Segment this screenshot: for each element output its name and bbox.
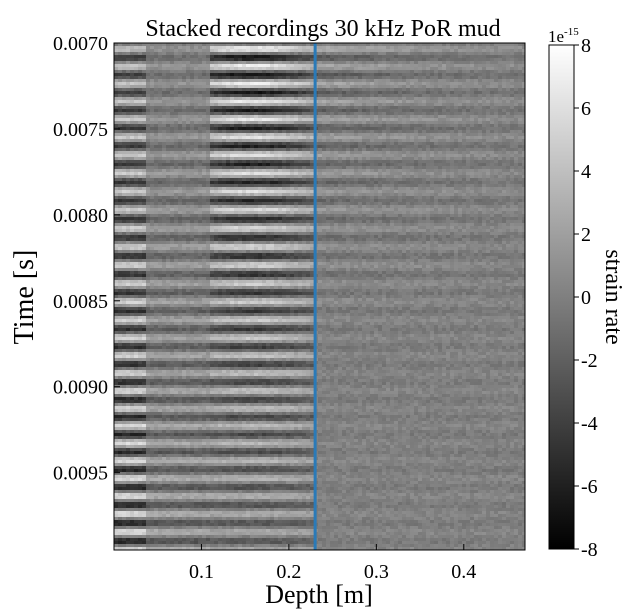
x-tick-label: 0.3 — [364, 561, 389, 583]
colorbar-tick-label: -4 — [581, 413, 598, 435]
y-tick-label: 0.0095 — [53, 463, 108, 485]
plot-area — [113, 42, 526, 551]
colorbar-multiplier-exponent: -15 — [564, 26, 579, 38]
y-tick-label: 0.0070 — [53, 33, 108, 55]
colorbar-tick-label: -2 — [581, 350, 598, 372]
colorbar-tick-label: 8 — [581, 35, 591, 57]
y-tick-label: 0.0090 — [53, 377, 108, 399]
x-tick-label: 0.4 — [451, 561, 476, 583]
colorbar-tick-label: 2 — [581, 224, 591, 246]
x-axis-ticks: 0.1 0.2 0.3 0.4 — [189, 544, 476, 583]
colorbar-tick-label: 6 — [581, 98, 591, 120]
colorbar-multiplier: 1e-15 — [548, 26, 579, 46]
colorbar-tick-label: 0 — [581, 287, 591, 309]
y-axis-label: Time [s] — [9, 250, 40, 345]
plot-frame — [113, 42, 526, 551]
colorbar-tick-label: -8 — [581, 539, 598, 561]
y-tick-label: 0.0075 — [53, 119, 108, 141]
colorbar-multiplier-base: 1e — [548, 27, 564, 46]
colorbar-ticks: 8 6 4 2 0 -2 -4 -6 -8 — [574, 35, 598, 561]
x-axis-label: Depth [m] — [265, 580, 373, 609]
x-tick-label: 0.2 — [276, 561, 301, 583]
colorbar-tick-label: -6 — [581, 476, 598, 498]
heatmap-stripes — [114, 43, 525, 550]
y-tick-label: 0.0080 — [53, 205, 108, 227]
colorbar-gradient — [548, 44, 575, 550]
colorbar-tick-label: 4 — [581, 161, 591, 183]
colorbar: 8 6 4 2 0 -2 -4 -6 -8 1e-15 strain rate — [548, 26, 623, 561]
y-axis-ticks: 0.0070 0.0075 0.0080 0.0085 0.0090 0.0095 — [53, 33, 120, 485]
colorbar-label: strain rate — [600, 249, 623, 344]
y-tick-label: 0.0085 — [53, 291, 108, 313]
chart-title: Stacked recordings 30 kHz PoR mud — [145, 16, 500, 42]
x-tick-label: 0.1 — [189, 561, 214, 583]
